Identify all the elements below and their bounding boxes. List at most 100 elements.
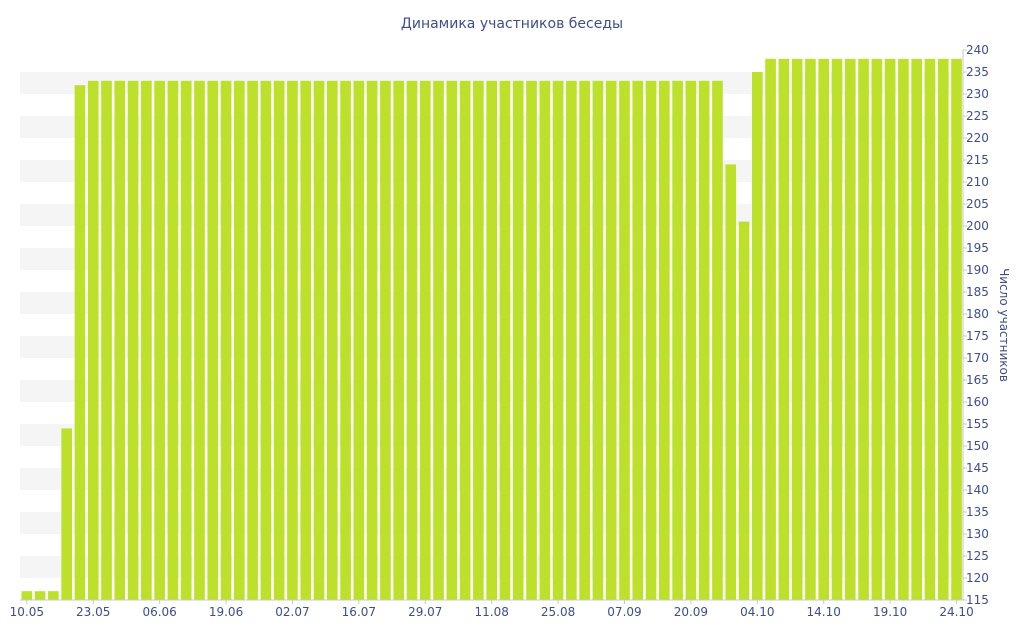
bar[interactable] [34,591,46,600]
bar[interactable] [234,80,245,601]
bar[interactable] [566,80,577,601]
bar[interactable] [353,80,365,601]
y-tick-label: 210 [966,175,989,189]
y-tick-label: 185 [966,285,989,299]
bar[interactable] [632,80,644,601]
bar[interactable] [698,80,710,601]
x-tick-label: 29.07 [408,605,442,619]
x-tick-label: 16.07 [342,605,376,619]
bar[interactable] [512,80,524,601]
bar[interactable] [366,80,378,601]
x-axis-ticks: 10.05 23.05 06.06 19.06 02.07 16.07 29.07 11.08… [10,600,974,619]
bar[interactable] [499,80,511,601]
bar[interactable] [858,58,869,601]
bar[interactable] [260,80,272,601]
bar[interactable] [884,58,896,601]
bar[interactable] [486,80,497,601]
bar[interactable] [419,80,431,601]
bar[interactable] [844,58,856,601]
bar[interactable] [326,80,338,601]
bar[interactable] [194,80,205,601]
bar[interactable] [924,58,936,601]
x-tick-label: 11.08 [474,605,508,619]
x-tick-label: 04.10 [740,605,774,619]
bar[interactable] [805,58,816,601]
bar[interactable] [659,80,670,601]
bar[interactable] [738,221,750,600]
bar[interactable] [645,80,657,601]
y-tick-label: 130 [966,527,989,541]
y-axis-ticks: 115 120 125 130 135 140 145 150 155 160 165 170 175 1… [963,43,989,607]
y-tick-label: 155 [966,417,989,431]
bar[interactable] [247,80,258,601]
x-tick-label: 24.10 [939,605,973,619]
bar[interactable] [74,85,86,600]
y-tick-label: 160 [966,395,989,409]
x-tick-label: 20.09 [674,605,708,619]
bar[interactable] [313,80,325,601]
x-tick-label: 06.06 [142,605,176,619]
bar[interactable] [48,591,59,600]
y-tick-label: 195 [966,241,989,255]
y-tick-label: 230 [966,87,989,101]
bar[interactable] [127,80,139,601]
bar[interactable] [619,80,630,601]
y-tick-label: 200 [966,219,989,233]
bar[interactable] [300,80,312,601]
x-tick-label: 10.05 [10,605,44,619]
bar[interactable] [911,58,922,601]
bar[interactable] [406,80,418,601]
bar[interactable] [778,58,790,601]
bar[interactable] [141,80,152,601]
bar[interactable] [605,80,617,601]
bar[interactable] [207,80,219,601]
bar[interactable] [61,428,72,600]
bar[interactable] [526,80,537,601]
bar[interactable] [751,72,763,600]
x-tick-label: 14.10 [807,605,841,619]
bar[interactable] [101,80,112,601]
bar[interactable] [459,80,471,601]
bar[interactable] [273,80,285,601]
bar[interactable] [685,80,697,601]
bar[interactable] [220,80,232,601]
y-tick-label: 170 [966,351,989,365]
y-tick-label: 175 [966,329,989,343]
bar[interactable] [539,80,551,601]
bar[interactable] [21,591,33,600]
bar[interactable] [831,58,843,601]
bar[interactable] [340,80,351,601]
bar[interactable] [180,80,192,601]
bar[interactable] [380,80,391,601]
bar[interactable] [725,164,737,600]
y-tick-label: 165 [966,373,989,387]
bar[interactable] [579,80,590,601]
x-tick-label: 07.09 [607,605,641,619]
bar[interactable] [898,58,909,601]
bar[interactable] [871,58,883,601]
bar[interactable] [167,80,179,601]
bar[interactable] [473,80,484,601]
y-tick-label: 135 [966,505,989,519]
bar[interactable] [446,80,458,601]
bar[interactable] [433,80,444,601]
y-tick-label: 190 [966,263,989,277]
bar[interactable] [287,80,298,601]
bar[interactable] [818,58,830,601]
y-tick-label: 145 [966,461,989,475]
bar[interactable] [765,58,776,601]
bar[interactable] [951,58,962,601]
bar[interactable] [592,80,604,601]
x-tick-label: 02.07 [275,605,309,619]
bar[interactable] [672,80,683,601]
bar[interactable] [552,80,564,601]
bar[interactable] [114,80,126,601]
bar[interactable] [791,58,803,601]
bar[interactable] [712,80,723,601]
bar[interactable] [937,58,949,601]
bar[interactable] [87,80,99,601]
y-tick-label: 140 [966,483,989,497]
bar[interactable] [154,80,165,601]
bar[interactable] [393,80,405,601]
